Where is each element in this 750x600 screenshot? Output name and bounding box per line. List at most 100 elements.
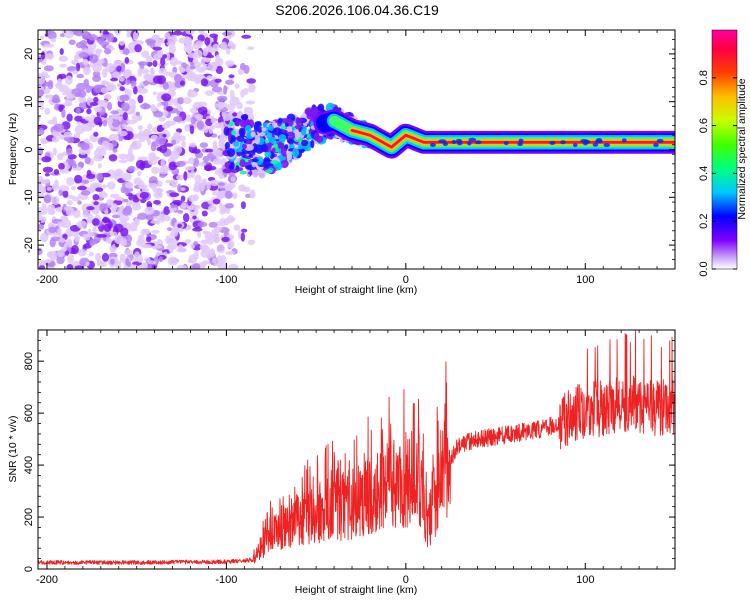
noise-speckle: [123, 249, 133, 256]
noise-speckle: [223, 85, 228, 95]
colorbar-tick-label: 0.4: [698, 166, 710, 181]
noise-speckle: [137, 170, 142, 177]
signal-blob: [241, 114, 248, 121]
x-tick-label: 100: [576, 574, 594, 586]
noise-speckle: [206, 238, 214, 245]
noise-speckle: [172, 30, 183, 36]
noise-speckle: [118, 214, 130, 222]
noise-speckle: [125, 181, 134, 189]
noise-speckle: [86, 108, 92, 115]
noise-speckle: [157, 49, 164, 59]
colorbar-tick-label: 0.2: [698, 214, 710, 229]
noise-speckle: [40, 186, 47, 194]
noise-speckle: [165, 52, 171, 62]
noise-speckle: [66, 137, 75, 144]
noise-speckle: [158, 256, 164, 263]
noise-speckle: [145, 55, 153, 63]
noise-speckle: [95, 187, 104, 192]
noise-speckle: [228, 74, 235, 79]
noise-speckle: [44, 53, 55, 60]
signal-blob: [281, 117, 290, 124]
band-blob: [442, 142, 448, 147]
band-blob: [518, 138, 524, 143]
noise-speckle: [82, 210, 90, 218]
noise-speckle: [59, 33, 66, 38]
noise-speckle: [38, 224, 45, 230]
noise-speckle: [162, 82, 169, 91]
noise-speckle: [134, 167, 139, 171]
noise-speckle: [44, 259, 52, 264]
noise-speckle: [184, 166, 195, 171]
noise-speckle: [67, 240, 73, 248]
noise-speckle: [241, 34, 252, 39]
noise-speckle: [193, 250, 199, 260]
noise-speckle: [52, 94, 60, 104]
noise-speckle: [71, 185, 76, 191]
noise-speckle: [127, 165, 136, 173]
noise-speckle: [89, 238, 96, 247]
noise-speckle: [215, 65, 224, 74]
noise-speckle: [47, 204, 56, 212]
signal-blob: [286, 152, 293, 161]
y-tick-label: 10: [23, 96, 35, 108]
noise-speckle: [229, 217, 236, 222]
noise-speckle: [184, 124, 190, 132]
signal-blob: [239, 159, 246, 168]
noise-speckle: [163, 110, 169, 117]
noise-speckle: [167, 237, 177, 244]
noise-speckle: [119, 257, 124, 263]
band-blob: [467, 141, 472, 146]
noise-speckle: [193, 241, 199, 246]
noise-speckle: [124, 56, 130, 64]
noise-speckle: [221, 31, 233, 36]
noise-speckle: [64, 30, 74, 39]
noise-speckle: [201, 65, 210, 71]
noise-speckle: [100, 80, 110, 86]
noise-speckle: [118, 153, 129, 160]
noise-speckle: [209, 179, 220, 187]
noise-speckle: [193, 61, 202, 68]
noise-speckle: [154, 244, 163, 249]
noise-speckle: [189, 125, 195, 135]
noise-speckle: [150, 220, 159, 224]
noise-speckle: [100, 34, 111, 40]
noise-speckle: [218, 101, 225, 110]
noise-speckle: [197, 262, 207, 267]
noise-speckle: [110, 193, 120, 199]
noise-speckle: [88, 251, 95, 257]
signal-blob: [229, 168, 240, 173]
noise-speckle: [201, 245, 211, 254]
signal-blob: [296, 117, 304, 122]
signal-blob: [251, 158, 259, 163]
signal-blob: [226, 148, 236, 157]
noise-speckle: [150, 105, 158, 112]
noise-speckle: [38, 259, 46, 266]
noise-speckle: [98, 147, 107, 157]
noise-speckle: [73, 132, 81, 139]
noise-speckle: [103, 223, 112, 233]
noise-speckle: [233, 224, 241, 231]
noise-speckle: [58, 237, 66, 243]
noise-speckle: [224, 79, 235, 85]
noise-speckle: [220, 254, 227, 264]
noise-speckle: [93, 154, 104, 162]
noise-speckle: [132, 197, 140, 203]
y-tick-label: -10: [23, 189, 35, 205]
noise-speckle: [47, 31, 57, 40]
noise-speckle: [206, 75, 213, 80]
noise-speckle: [146, 137, 151, 146]
noise-speckle: [59, 63, 68, 68]
snr-line: [38, 330, 675, 565]
noise-speckle: [159, 173, 167, 178]
noise-speckle: [62, 190, 69, 198]
band-blob: [455, 138, 463, 143]
noise-speckle: [207, 62, 218, 72]
colorbar-ticks: 0.0 0.2 0.4 0.6 0.8: [698, 70, 737, 277]
noise-speckle: [180, 195, 186, 202]
noise-speckle: [92, 193, 100, 201]
noise-speckle: [57, 228, 62, 237]
noise-speckle: [208, 221, 218, 228]
noise-speckle: [179, 80, 185, 86]
noise-speckle: [162, 54, 168, 59]
noise-speckle: [43, 65, 54, 72]
